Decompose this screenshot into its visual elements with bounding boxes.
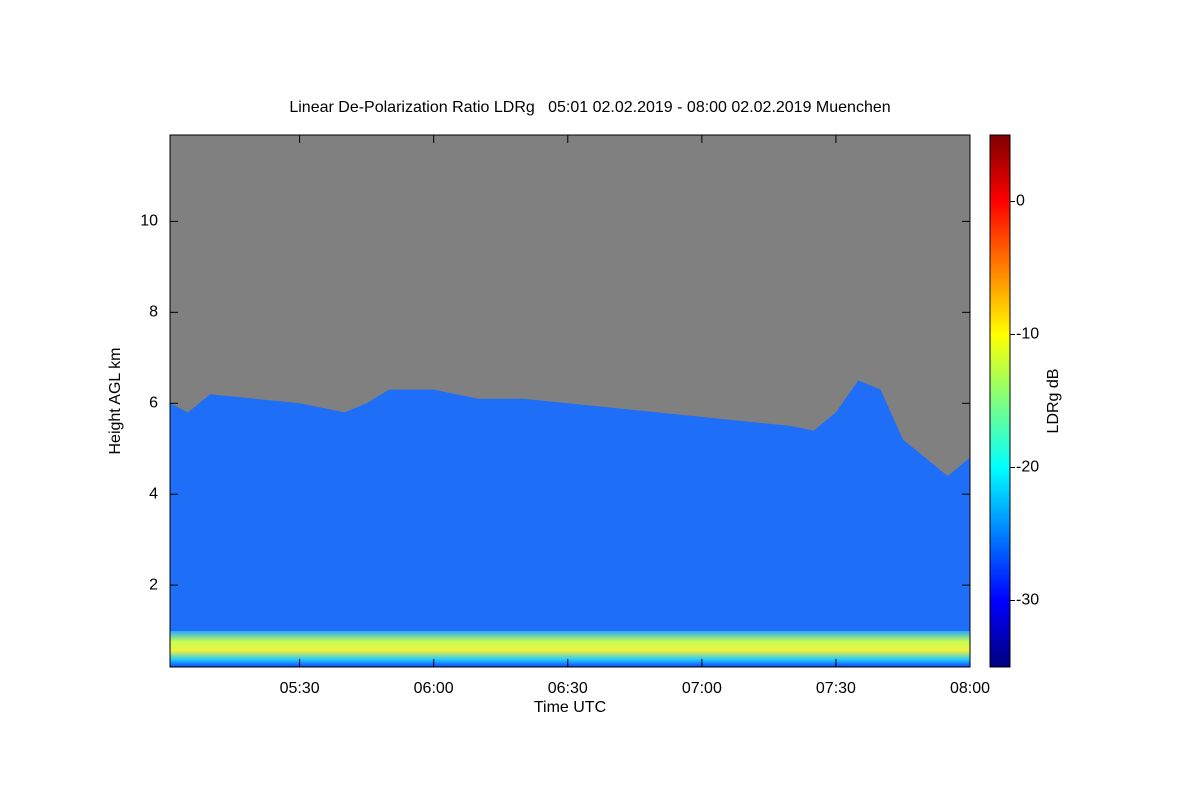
colorbar-label: LDRg dB: [1045, 369, 1062, 434]
colorbar-tick-label: -30: [1016, 592, 1039, 609]
plot-frame: [169, 134, 971, 668]
x-tick-label: 05:30: [280, 680, 320, 697]
y-tick-label: 8: [149, 304, 158, 321]
colorbar-tick-label: -10: [1016, 326, 1039, 343]
x-tick-label: 08:00: [950, 680, 990, 697]
y-tick-label: 10: [140, 213, 158, 230]
chart-title: Linear De-Polarization Ratio LDRg 05:01 …: [289, 99, 890, 116]
x-tick-label: 07:30: [816, 680, 856, 697]
colorbar-tick-label: 0: [1016, 193, 1025, 210]
cloud-area: [170, 380, 970, 667]
x-tick-label: 06:30: [548, 680, 588, 697]
colorbar: [989, 134, 1011, 668]
y-tick-label: 6: [149, 394, 158, 411]
colorbar-tick-label: -20: [1016, 459, 1039, 476]
boundary-layer: [170, 631, 970, 667]
x-axis-label: Time UTC: [534, 699, 606, 716]
y-tick-label: 2: [149, 576, 158, 593]
x-tick-label: 07:00: [682, 680, 722, 697]
y-axis-label: Height AGL km: [107, 347, 124, 454]
y-tick-label: 4: [149, 485, 158, 502]
x-tick-label: 06:00: [414, 680, 454, 697]
